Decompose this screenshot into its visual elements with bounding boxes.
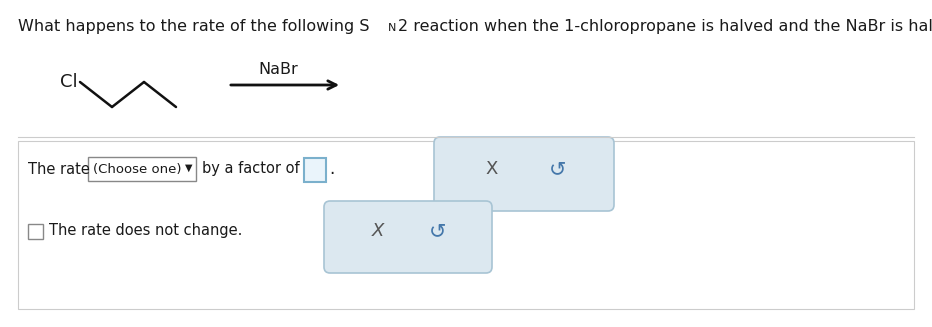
Text: What happens to the rate of the following S: What happens to the rate of the followin… bbox=[18, 19, 369, 34]
Text: X: X bbox=[372, 222, 384, 240]
Text: ▼: ▼ bbox=[185, 163, 192, 173]
Text: 2 reaction when the 1-chloropropane is halved and the NaBr is halved?: 2 reaction when the 1-chloropropane is h… bbox=[398, 19, 932, 34]
Text: Cl: Cl bbox=[61, 73, 78, 91]
FancyBboxPatch shape bbox=[304, 158, 326, 182]
Text: .: . bbox=[329, 160, 335, 178]
Text: by a factor of: by a factor of bbox=[202, 162, 299, 177]
FancyBboxPatch shape bbox=[28, 224, 43, 239]
Text: The rate: The rate bbox=[28, 162, 89, 177]
Text: N: N bbox=[388, 23, 396, 33]
Text: NaBr: NaBr bbox=[258, 61, 298, 77]
Text: (Choose one): (Choose one) bbox=[93, 163, 182, 176]
Text: ↺: ↺ bbox=[549, 159, 567, 179]
FancyBboxPatch shape bbox=[18, 141, 914, 309]
Text: The rate does not change.: The rate does not change. bbox=[49, 223, 242, 238]
FancyBboxPatch shape bbox=[434, 137, 614, 211]
FancyBboxPatch shape bbox=[324, 201, 492, 273]
Text: X: X bbox=[486, 160, 499, 178]
FancyBboxPatch shape bbox=[88, 157, 196, 181]
Text: ↺: ↺ bbox=[430, 221, 446, 241]
